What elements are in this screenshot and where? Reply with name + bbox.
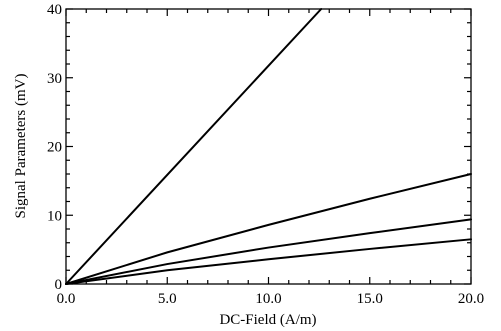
series-line-2 (65, 173, 472, 285)
x-tick-labels: 0.0 5.0 10.0 15.0 20.0 (57, 291, 485, 307)
y-tick-label: 10 (47, 208, 62, 224)
y-tick-label: 0 (55, 277, 63, 293)
x-tick-label: 5.0 (158, 291, 177, 307)
y-axis-label: Signal Parameters (mV) (13, 74, 29, 219)
y-tick-label: 30 (47, 71, 62, 87)
series-line-3 (65, 218, 472, 285)
series-line-4 (65, 238, 472, 285)
x-tick-label: 10.0 (255, 291, 281, 307)
series-group (65, 8, 472, 285)
series-line-1 (65, 8, 323, 285)
y-tick-label: 20 (47, 140, 62, 156)
y-tick-labels: 0 10 20 30 40 (47, 2, 62, 293)
plot-frame (65, 8, 472, 285)
x-tick-label: 15.0 (357, 291, 383, 307)
y-tick-label: 40 (47, 2, 62, 18)
x-tick-label: 0.0 (57, 291, 76, 307)
x-tick-label: 20.0 (458, 291, 484, 307)
x-axis-label: DC-Field (A/m) (219, 312, 316, 328)
axis-ticks (65, 8, 472, 285)
